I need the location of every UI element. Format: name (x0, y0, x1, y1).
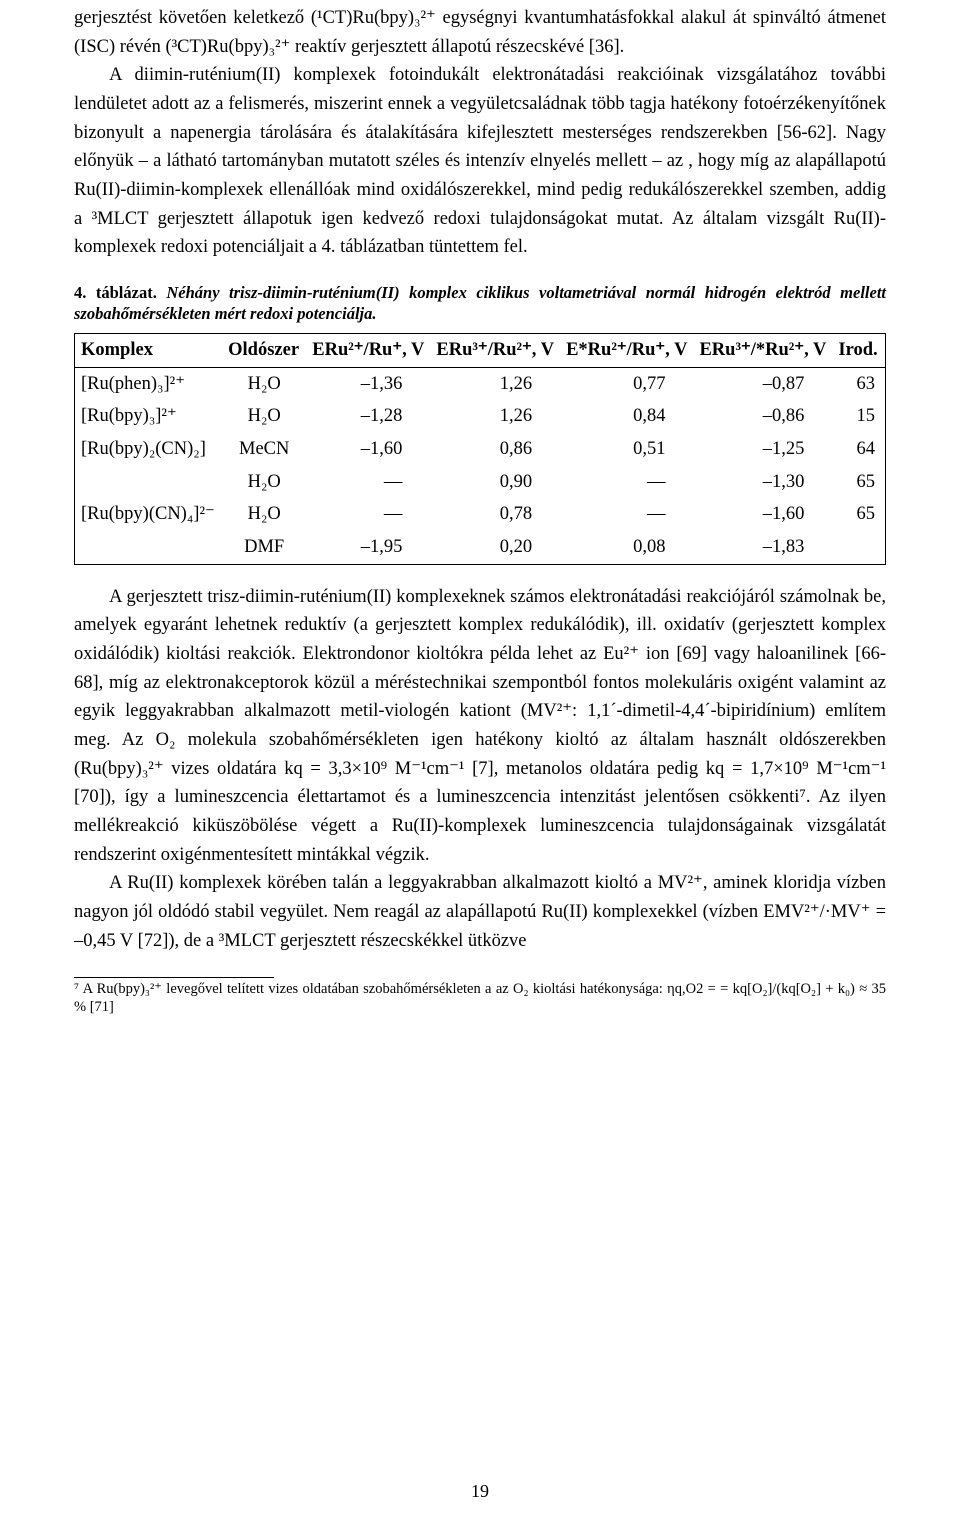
cell-solvent: H₂O (222, 498, 306, 531)
col-e2: ERu³⁺/Ru²⁺, V (430, 333, 560, 367)
table-row: [Ru(bpy)(CN)₄]²⁻ H₂O — 0,78 — –1,60 65 (75, 498, 886, 531)
cell-value: 0,84 (560, 400, 693, 433)
cell-ref: 65 (832, 466, 885, 499)
cell-value: –1,36 (306, 367, 430, 400)
table-row: [Ru(bpy)₂(CN)₂] MeCN –1,60 0,86 0,51 –1,… (75, 433, 886, 466)
cell-ref: 65 (832, 498, 885, 531)
cell-value: –0,87 (693, 367, 832, 400)
cell-solvent: H₂O (222, 367, 306, 400)
col-e1: ERu²⁺/Ru⁺, V (306, 333, 430, 367)
cell-value: –1,60 (306, 433, 430, 466)
cell-value: –0,86 (693, 400, 832, 433)
cell-complex (75, 466, 223, 499)
cell-value: –1,30 (693, 466, 832, 499)
cell-value: 0,08 (560, 531, 693, 564)
table-caption-text: Néhány trisz-diimin-ruténium(II) komplex… (74, 283, 886, 323)
paragraph-2: A diimin-ruténium(II) komplexek fotoindu… (74, 61, 886, 262)
cell-complex: [Ru(bpy)₃]²⁺ (75, 400, 223, 433)
cell-complex: [Ru(bpy)₂(CN)₂] (75, 433, 223, 466)
footnote: ⁷ A Ru(bpy)₃²⁺ levegővel telített vizes … (74, 980, 886, 1016)
col-e4: ERu³⁺/*Ru²⁺, V (693, 333, 832, 367)
cell-value: –1,83 (693, 531, 832, 564)
cell-value: –1,60 (693, 498, 832, 531)
cell-complex (75, 531, 223, 564)
paragraph-1: gerjesztést követően keletkező (¹CT)Ru(b… (74, 4, 886, 61)
table-header-row: Komplex Oldószer ERu²⁺/Ru⁺, V ERu³⁺/Ru²⁺… (75, 333, 886, 367)
paragraph-3: A gerjesztett trisz-diimin-ruténium(II) … (74, 583, 886, 870)
cell-ref: 64 (832, 433, 885, 466)
cell-value: 0,20 (430, 531, 560, 564)
redox-potential-table: Komplex Oldószer ERu²⁺/Ru⁺, V ERu³⁺/Ru²⁺… (74, 333, 886, 565)
cell-value: — (560, 498, 693, 531)
table-row: [Ru(bpy)₃]²⁺ H₂O –1,28 1,26 0,84 –0,86 1… (75, 400, 886, 433)
col-e3: E*Ru²⁺/Ru⁺, V (560, 333, 693, 367)
table-row: H₂O — 0,90 — –1,30 65 (75, 466, 886, 499)
table-caption-lead: 4. táblázat. (74, 283, 157, 302)
cell-ref: 63 (832, 367, 885, 400)
cell-value: 0,77 (560, 367, 693, 400)
cell-ref (832, 531, 885, 564)
cell-value: –1,25 (693, 433, 832, 466)
cell-value: –1,95 (306, 531, 430, 564)
cell-complex: [Ru(phen)₃]²⁺ (75, 367, 223, 400)
cell-solvent: DMF (222, 531, 306, 564)
cell-ref: 15 (832, 400, 885, 433)
table-caption: 4. táblázat. Néhány trisz-diimin-ruténiu… (74, 282, 886, 325)
cell-value: 0,86 (430, 433, 560, 466)
cell-value: 0,90 (430, 466, 560, 499)
footnote-rule (74, 977, 274, 978)
cell-value: — (306, 498, 430, 531)
cell-solvent: H₂O (222, 400, 306, 433)
cell-solvent: MeCN (222, 433, 306, 466)
paragraph-4: A Ru(II) komplexek körében talán a leggy… (74, 869, 886, 955)
table-row: [Ru(phen)₃]²⁺ H₂O –1,36 1,26 0,77 –0,87 … (75, 367, 886, 400)
cell-value: — (306, 466, 430, 499)
cell-value: 1,26 (430, 367, 560, 400)
col-komplex: Komplex (75, 333, 223, 367)
table-row: DMF –1,95 0,20 0,08 –1,83 (75, 531, 886, 564)
col-irod: Irod. (832, 333, 885, 367)
cell-value: 0,51 (560, 433, 693, 466)
page-number: 19 (0, 1478, 960, 1506)
cell-value: — (560, 466, 693, 499)
cell-complex: [Ru(bpy)(CN)₄]²⁻ (75, 498, 223, 531)
cell-value: 1,26 (430, 400, 560, 433)
col-oldoszer: Oldószer (222, 333, 306, 367)
cell-value: –1,28 (306, 400, 430, 433)
cell-solvent: H₂O (222, 466, 306, 499)
cell-value: 0,78 (430, 498, 560, 531)
page-container: { "paragraphs": { "p1": "gerjesztést köv… (0, 0, 960, 1520)
